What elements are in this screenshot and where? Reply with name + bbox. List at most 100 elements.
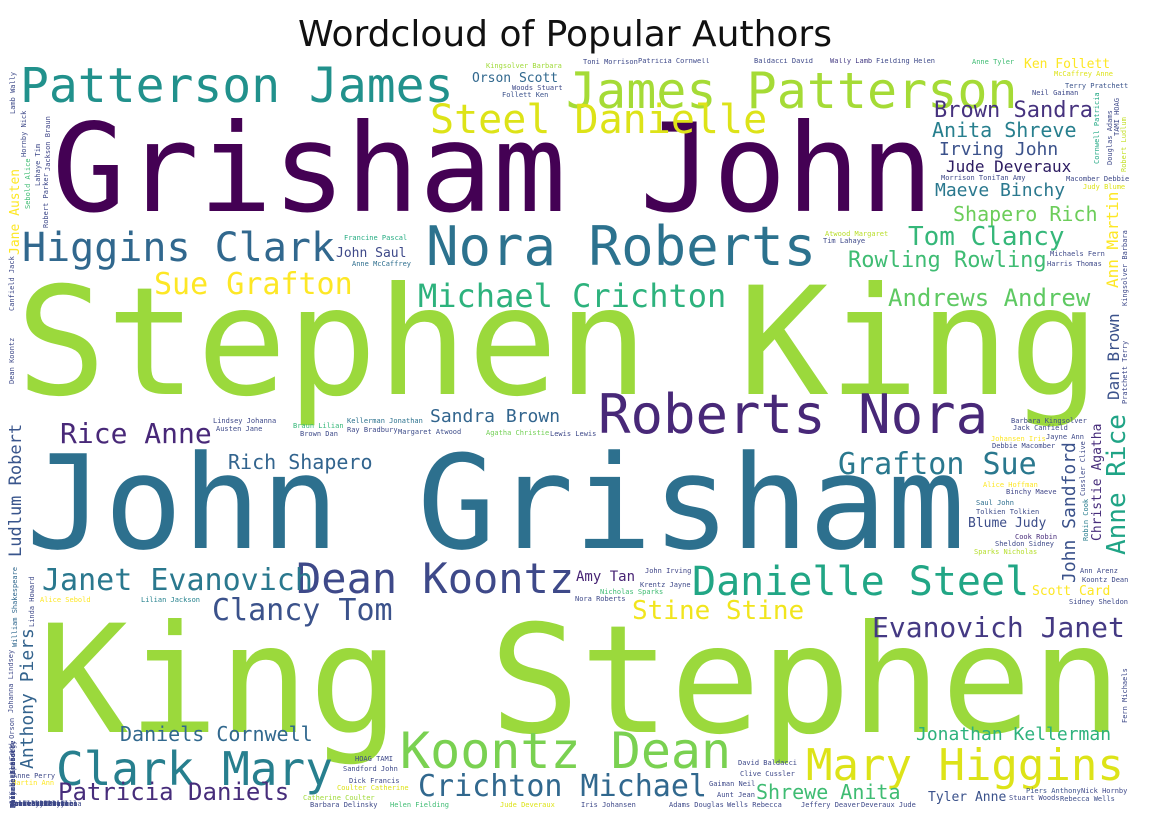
cloud-word: Canfield Jack	[9, 256, 16, 311]
cloud-word: Krentz Jayne	[640, 582, 691, 589]
cloud-word: Lilian Jackson	[141, 597, 200, 604]
cloud-word: Iris Johansen	[581, 802, 636, 809]
cloud-word: Anita Shreve	[932, 120, 1077, 140]
cloud-word: Robert Ludlum	[1121, 117, 1128, 172]
cloud-word: Helen Fielding	[390, 802, 449, 809]
cloud-word: Wally Lamb	[830, 58, 872, 65]
cloud-word: Crichton Michael	[418, 772, 707, 802]
cloud-word: Martin Ann	[12, 780, 54, 787]
cloud-word: Janet Evanovich	[42, 566, 313, 596]
cloud-word: Woods Stuart	[512, 85, 563, 92]
cloud-word: Macomber Debbie	[1066, 176, 1129, 183]
cloud-word: Cussler Clive	[1080, 441, 1087, 496]
cloud-word: Robin Cook	[1083, 499, 1090, 541]
cloud-word: Kingsolver Barbara	[1122, 230, 1129, 306]
cloud-word: Jackson Braun	[45, 116, 52, 171]
cloud-word: HOAG TAMI	[355, 756, 393, 763]
cloud-word: Kellerman Jonathan	[347, 418, 423, 425]
cloud-word: Roberts Nora	[598, 388, 988, 442]
cloud-word: Margaret Atwood	[398, 429, 461, 436]
cloud-word: Evanovich Janet	[872, 614, 1125, 642]
chart-title: Wordcloud of Popular Authors	[0, 14, 1130, 55]
cloud-word: Debbie Macomber	[992, 443, 1055, 450]
cloud-word: Michael Crichton	[418, 280, 726, 312]
cloud-word: Sidney Sheldon	[1069, 599, 1128, 606]
cloud-word: Jane Austen	[9, 169, 22, 255]
cloud-word: Clive Cussler	[740, 771, 795, 778]
cloud-word: David Baldacci	[738, 760, 797, 767]
cloud-word: William Shakespeare	[12, 567, 19, 647]
cloud-word: Follett Ken	[502, 92, 548, 99]
cloud-word: Harris Thomas	[1047, 261, 1102, 268]
cloud-word: Jonathan Kellerman	[916, 726, 1111, 744]
cloud-word: Tyler Anne	[928, 791, 1006, 804]
cloud-word: Tim Lahaye	[823, 238, 865, 245]
cloud-word: Anthony Piers	[19, 628, 37, 769]
cloud-word: Pratchett Terry	[1122, 341, 1129, 404]
cloud-word: Scott Card	[1032, 585, 1110, 598]
cloud-word: Baldacci David	[754, 58, 813, 65]
cloud-word: Blume Judy	[968, 517, 1046, 530]
cloud-word: Barbara Kingsolver	[1011, 418, 1087, 425]
cloud-word: Shrewe Anita	[756, 782, 901, 802]
cloud-word: Stuart Woods	[1009, 795, 1060, 802]
cloud-word: Anne Perry	[13, 773, 55, 780]
cloud-word: Tom Clancy	[908, 224, 1065, 250]
cloud-word: Toni Morrison	[583, 59, 638, 66]
cloud-word: Dan Brown	[1106, 313, 1122, 400]
cloud-word: Maeve Binchy	[935, 182, 1065, 200]
cloud-word: Judy Blume	[1083, 184, 1125, 191]
cloud-word: Christie Agatha	[1091, 424, 1104, 541]
cloud-word: McCaffrey Anne	[1054, 71, 1113, 78]
cloud-word: Rebecca Wells	[1060, 796, 1115, 803]
cloud-word: Fielding Helen	[876, 58, 935, 65]
cloud-word: Adams Douglas	[669, 802, 724, 809]
cloud-word: Patricia Daniels	[58, 780, 289, 804]
cloud-word: Anne Tyler	[972, 59, 1014, 66]
cloud-word: Shapero Rich	[953, 204, 1098, 224]
cloud-word: Aunt Jean	[717, 792, 755, 799]
cloud-word: Alice Hoffman	[983, 482, 1038, 489]
cloud-word: Neil Gaiman	[1032, 90, 1078, 97]
cloud-word: Binchy Maeve	[1006, 489, 1057, 496]
cloud-word: Coulter Catherine	[337, 785, 409, 792]
cloud-word: Deveraux Jude	[861, 802, 916, 809]
cloud-word: John Irving	[645, 568, 691, 575]
cloud-word: Braun Lilian	[293, 423, 344, 430]
cloud-word: Amy Tan	[576, 570, 635, 584]
cloud-word: Tolkien Tolkien	[10, 801, 73, 808]
cloud-word: Hornby Nick	[21, 111, 28, 157]
cloud-word: Robert Parker	[43, 173, 50, 228]
cloud-word: Agatha Christie	[486, 430, 549, 437]
cloud-word: Morrison Toni	[941, 175, 996, 182]
cloud-word: Rice Anne	[60, 420, 212, 448]
cloud-word: Ann Martin	[1105, 192, 1121, 288]
cloud-word: Michaels Fern	[1050, 251, 1105, 258]
cloud-word: Jeffery Deaver	[801, 802, 860, 809]
cloud-word: Jack Canfield	[1013, 425, 1068, 432]
cloud-word: Stine Stine	[632, 598, 804, 624]
cloud-word: Rowling Rowling	[848, 250, 1047, 272]
cloud-word: Grafton Sue	[838, 450, 1037, 480]
cloud-word: Lahaye Tim	[35, 144, 42, 186]
cloud-word: Linda Howard	[29, 576, 36, 627]
cloud-word: Daniels Cornwell	[120, 724, 313, 744]
cloud-word: Francine Pascal	[344, 235, 407, 242]
cloud-word: Tan Amy	[996, 175, 1026, 182]
cloud-word: Sebold Alice	[25, 158, 32, 209]
cloud-word: Lewis Lewis	[550, 431, 596, 438]
cloud-word: Patterson James	[20, 62, 453, 110]
cloud-word: Johanna Lindsey	[8, 650, 15, 713]
cloud-word: Jude Deveraux	[500, 802, 555, 809]
cloud-word: Brown Dan	[300, 431, 338, 438]
cloud-word: Anne Rice	[1104, 414, 1130, 555]
cloud-word: Rich Shapero	[228, 452, 373, 472]
cloud-word: Wells Rebecca	[727, 802, 782, 809]
cloud-word: Sandra Brown	[430, 408, 560, 426]
cloud-word: Kingsolver Barbara	[486, 63, 562, 70]
cloud-word: Nick Hornby	[1081, 788, 1127, 795]
cloud-word: Gaiman Neil	[709, 781, 755, 788]
cloud-word: Nora Roberts	[575, 596, 626, 603]
cloud-word: Sue Grafton	[154, 270, 353, 300]
cloud-word: Higgins Clark	[22, 228, 335, 268]
